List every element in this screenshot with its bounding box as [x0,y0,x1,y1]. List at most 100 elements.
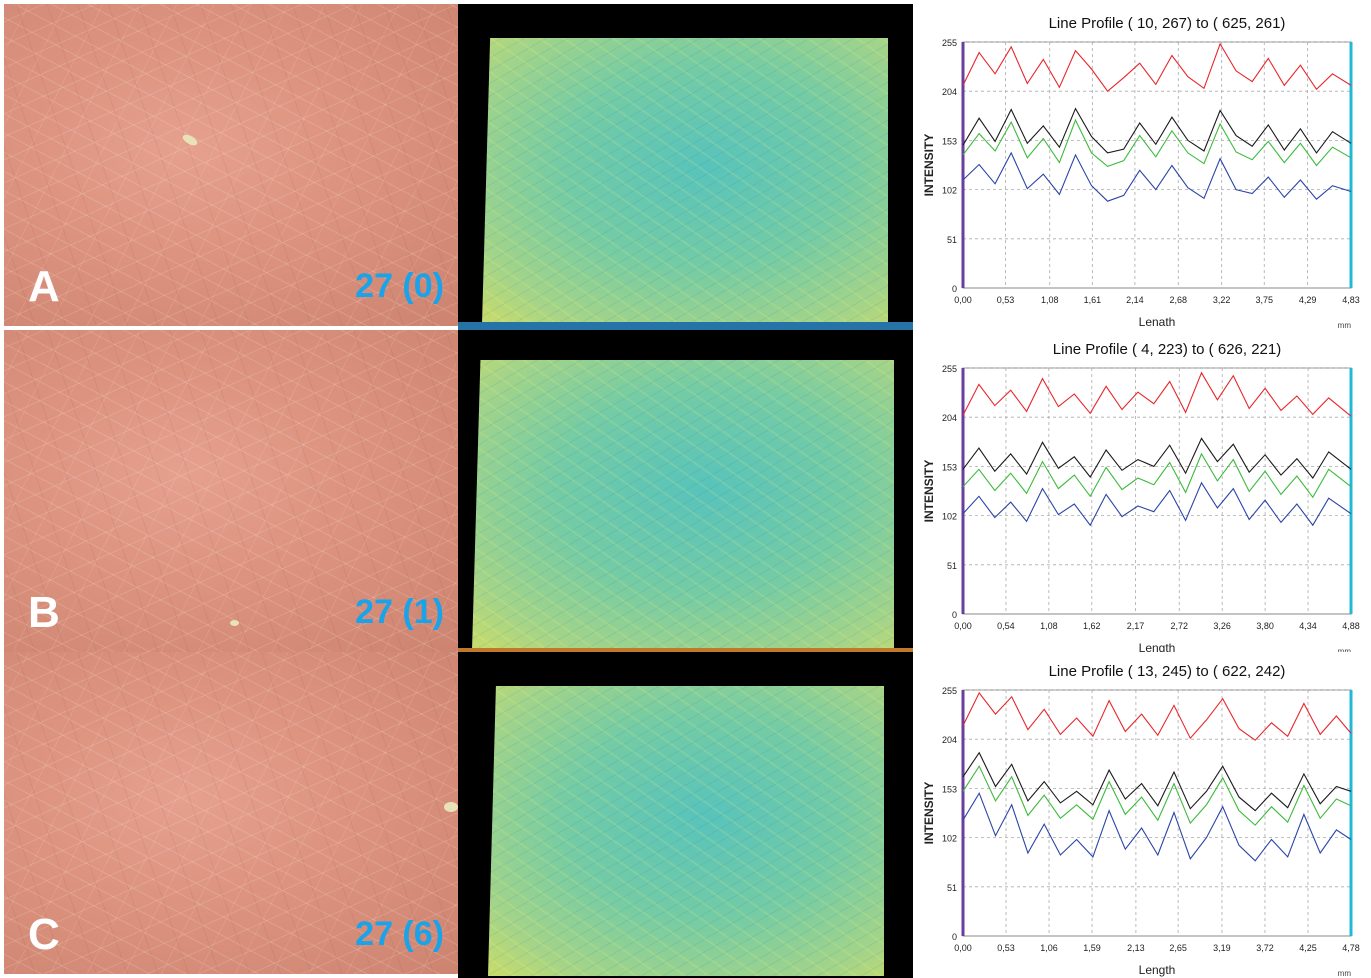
particle-speck [230,620,239,626]
x-unit-label: mm [1338,321,1352,330]
y-tick-label: 255 [942,686,957,696]
chart-title: Line Profile ( 10, 267) to ( 625, 261) [1049,15,1286,32]
x-tick-label: 2,14 [1126,295,1144,305]
x-tick-label: 0,00 [954,621,972,631]
y-tick-label: 51 [947,883,957,893]
series-line-3 [962,481,1352,527]
x-tick-label: 0,53 [997,943,1015,953]
panel-letter-c: C [28,910,60,959]
y-tick-label: 0 [952,932,957,942]
x-tick-label: 3,75 [1255,295,1273,305]
x-tick-label: 4,83 [1342,295,1360,305]
x-unit-label: mm [1338,969,1352,978]
x-tick-label: 2,65 [1169,943,1187,953]
series-line-3 [962,791,1352,862]
particle-speck [444,802,458,812]
x-tick-label: 4,78 [1342,943,1360,953]
x-tick-label: 3,22 [1213,295,1231,305]
x-tick-label: 3,26 [1213,621,1231,631]
micrograph-photo-a: A 27 (0) [4,4,458,326]
series-line-1 [962,751,1352,812]
y-tick-label: 255 [942,364,957,374]
surface-plane-b [472,360,894,650]
line-profile-chart-a: Line Profile ( 10, 267) to ( 625, 261) 0 5… [913,4,1367,330]
panel-letter-b: B [28,588,60,637]
row-b: B 27 (1) Line Profile ( 4, 223) to ( 626… [0,330,1371,656]
surface-render-a [458,4,913,330]
plot-area [962,689,1352,937]
y-tick-label: 51 [947,235,957,245]
surface-edge-a [458,322,913,330]
y-tick-label: 153 [942,462,957,472]
particle-speck [181,132,199,148]
x-axis-label: Length [1139,641,1176,655]
sample-label-a: 27 (0) [355,267,444,305]
y-tick-label: 102 [942,834,957,844]
sample-label-c: 27 (6) [355,915,444,953]
x-tick-label: 1,08 [1041,295,1059,305]
x-tick-label: 2,13 [1127,943,1145,953]
y-tick-label: 51 [947,561,957,571]
y-tick-label: 204 [942,735,957,745]
micrograph-photo-b: B 27 (1) [4,330,458,652]
x-tick-label: 0,54 [997,621,1015,631]
row-a: A 27 (0) Line Profile ( 10, 267) to ( 62… [0,4,1371,330]
series-line-3 [962,151,1352,202]
series-line-2 [962,452,1352,499]
x-axis-label: Lenath [1139,315,1176,329]
y-axis-label: INTENSITY [922,134,936,197]
surface-render-b [458,330,913,656]
y-tick-label: 102 [942,512,957,522]
x-tick-label: 0,53 [997,295,1015,305]
y-axis-label: INTENSITY [922,782,936,845]
x-tick-label: 2,68 [1170,295,1188,305]
chart-svg-b: Line Profile ( 4, 223) to ( 626, 221) 0 51… [922,341,1360,656]
series-line-0 [962,371,1352,417]
chart-svg-a: Line Profile ( 10, 267) to ( 625, 261) 0 5… [922,15,1360,330]
series-line-2 [962,765,1352,826]
y-tick-label: 255 [942,38,957,48]
plot-area [962,41,1352,289]
row-c: C 27 (6) Line Profile ( 13, 245) to ( 62… [0,652,1371,978]
series-line-2 [962,118,1352,168]
line-profile-chart-c: Line Profile ( 13, 245) to ( 622, 242) 0 5… [913,652,1367,978]
micrograph-photo-c: C 27 (6) [4,652,458,974]
x-tick-label: 2,17 [1127,621,1145,631]
x-tick-label: 4,88 [1342,621,1360,631]
y-tick-label: 204 [942,87,957,97]
x-axis-label: Length [1139,963,1176,977]
series-line-1 [962,107,1352,154]
x-tick-label: 3,19 [1213,943,1231,953]
x-tick-label: 3,72 [1256,943,1274,953]
x-tick-label: 4,34 [1299,621,1317,631]
y-tick-label: 0 [952,284,957,294]
chart-title: Line Profile ( 4, 223) to ( 626, 221) [1053,341,1281,358]
y-tick-label: 102 [942,186,957,196]
y-tick-label: 153 [942,136,957,146]
x-tick-label: 1,62 [1083,621,1101,631]
y-tick-label: 0 [952,610,957,620]
x-unit-label: mm [1338,647,1352,656]
series-line-0 [962,691,1352,741]
series-line-1 [962,437,1352,479]
series-line-0 [962,42,1352,93]
x-tick-label: 0,00 [954,295,972,305]
x-tick-label: 1,06 [1040,943,1058,953]
y-axis-label: INTENSITY [922,460,936,523]
y-tick-label: 204 [942,413,957,423]
sample-label-b: 27 (1) [355,593,444,631]
line-profile-chart-b: Line Profile ( 4, 223) to ( 626, 221) 0 51… [913,330,1367,656]
y-tick-label: 153 [942,784,957,794]
x-tick-label: 0,00 [954,943,972,953]
x-tick-label: 4,25 [1299,943,1317,953]
x-tick-label: 1,08 [1040,621,1058,631]
x-tick-label: 2,72 [1170,621,1188,631]
surface-plane-a [482,38,888,324]
x-tick-label: 3,80 [1256,621,1274,631]
surface-render-c [458,652,913,978]
x-tick-label: 1,59 [1083,943,1101,953]
x-tick-label: 1,61 [1084,295,1102,305]
surface-plane-c [488,686,884,976]
panel-letter-a: A [28,262,60,311]
x-tick-label: 4,29 [1299,295,1317,305]
